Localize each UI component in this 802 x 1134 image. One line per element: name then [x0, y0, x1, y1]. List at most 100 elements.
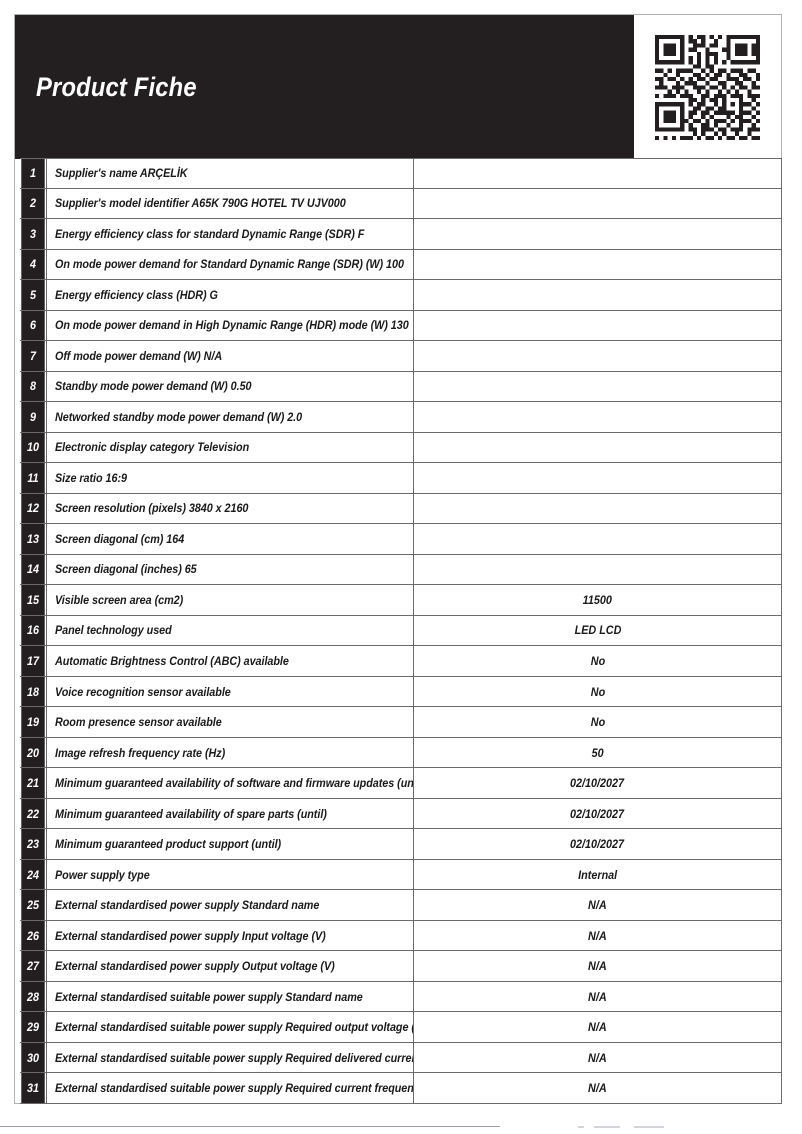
row-value-cell — [414, 159, 782, 188]
row-value-cell: 11500 — [414, 585, 782, 615]
row-value-cell — [414, 524, 782, 554]
row-value: N/A — [588, 928, 607, 943]
row-number: 24 — [21, 859, 45, 890]
row-value-cell: N/A — [414, 920, 782, 951]
document-header: Product Fiche — [15, 15, 781, 159]
qr-code-icon — [655, 34, 760, 140]
page-title: Product Fiche — [36, 71, 197, 102]
row-label: Off mode power demand (W) N/A — [55, 348, 223, 363]
table-row: 19 Room presence sensor available No — [20, 707, 782, 738]
row-number: 18 — [21, 676, 45, 707]
row-value-cell: N/A — [414, 1012, 782, 1042]
table-row: 11 Size ratio 16:9 — [20, 463, 782, 494]
table-row: 8 Standby mode power demand (W) 0.50 — [20, 371, 782, 403]
row-label: External standardised power supply Outpu… — [55, 959, 335, 974]
qr-code-panel — [633, 15, 781, 159]
row-number: 13 — [21, 524, 45, 554]
row-number: 30 — [21, 1042, 45, 1073]
table-row: 1 Supplier's name ARÇELİK — [20, 158, 782, 189]
row-label: Minimum guaranteed availability of softw… — [55, 776, 414, 791]
table-row: 6 On mode power demand in High Dynamic Ra… — [20, 310, 782, 342]
row-label: External standardised suitable power sup… — [55, 1020, 414, 1035]
table-row: 27 External standardised power supply Out… — [20, 951, 782, 982]
row-value-cell — [414, 280, 782, 310]
row-label-cell: External standardised suitable power sup… — [46, 1042, 414, 1073]
table-row: 18 Voice recognition sensor available No — [20, 676, 782, 708]
row-value: N/A — [588, 1020, 607, 1035]
row-value: N/A — [588, 959, 607, 974]
table-row: 26 External standardised power supply Inp… — [20, 920, 782, 952]
row-number: 1 — [21, 159, 45, 188]
table-row: 7 Off mode power demand (W) N/A — [20, 341, 782, 372]
row-label-cell: Electronic display category Television — [46, 432, 414, 463]
row-label: Panel technology used — [55, 623, 172, 638]
table-row: 30 External standardised suitable power s… — [20, 1042, 782, 1074]
row-value: N/A — [588, 1081, 607, 1096]
table-row: 16 Panel technology used LED LCD — [20, 615, 782, 647]
row-label-cell: Minimum guaranteed product support (unti… — [46, 829, 414, 859]
row-label-cell: Off mode power demand (W) N/A — [46, 341, 414, 371]
row-value-cell — [414, 463, 782, 493]
row-value-cell — [414, 554, 782, 585]
table-row: 29 External standardised suitable power s… — [20, 1012, 782, 1043]
row-value-cell — [414, 188, 782, 219]
row-label: Screen resolution (pixels) 3840 x 2160 — [55, 501, 249, 516]
row-value: 02/10/2027 — [570, 806, 625, 821]
row-value: 50 — [591, 745, 604, 760]
row-value-cell: N/A — [414, 1073, 782, 1103]
row-value-cell: 02/10/2027 — [414, 798, 782, 829]
row-label: Image refresh frequency rate (Hz) — [55, 745, 226, 760]
table-row: 13 Screen diagonal (cm) 164 — [20, 524, 782, 555]
row-label: Networked standby mode power demand (W) … — [55, 409, 303, 424]
row-label: Screen diagonal (cm) 164 — [55, 531, 185, 546]
row-label-cell: Screen diagonal (inches) 65 — [46, 554, 414, 585]
row-label: Minimum guaranteed availability of spare… — [55, 806, 327, 821]
row-label-cell: Automatic Brightness Control (ABC) avail… — [46, 646, 414, 676]
row-value: N/A — [588, 1050, 607, 1065]
row-value-cell — [414, 310, 782, 341]
row-value-cell — [414, 249, 782, 280]
row-value-cell: N/A — [414, 890, 782, 920]
row-label-cell: External standardised suitable power sup… — [46, 1073, 414, 1103]
page-edge-line — [0, 1126, 500, 1127]
row-value: No — [590, 654, 605, 668]
row-value-cell: LED LCD — [414, 615, 782, 646]
row-value: 02/10/2027 — [570, 837, 625, 852]
row-label: External standardised power supply Stand… — [55, 898, 320, 913]
row-label-cell: Power supply type — [46, 859, 414, 890]
row-label-cell: Minimum guaranteed availability of spare… — [46, 798, 414, 829]
table-row: 9 Networked standby mode power demand (W)… — [20, 402, 782, 433]
row-label-cell: On mode power demand in High Dynamic Ran… — [46, 310, 414, 341]
row-label-cell: External standardised power supply Stand… — [46, 890, 414, 920]
row-number: 6 — [21, 310, 45, 341]
row-number: 2 — [21, 188, 45, 219]
row-label-cell: External standardised suitable power sup… — [46, 981, 414, 1012]
row-label-cell: Image refresh frequency rate (Hz) — [46, 737, 414, 768]
row-label-cell: External standardised power supply Outpu… — [46, 951, 414, 981]
row-label: On mode power demand for Standard Dynami… — [55, 257, 404, 272]
table-row: 28 External standardised suitable power s… — [20, 981, 782, 1013]
row-value-cell — [414, 371, 782, 402]
table-row: 24 Power supply type Internal — [20, 859, 782, 891]
table-row: 25 External standardised power supply Sta… — [20, 890, 782, 921]
table-row: 22 Minimum guaranteed availability of spa… — [20, 798, 782, 830]
row-number: 22 — [21, 798, 45, 829]
row-number: 21 — [21, 768, 45, 798]
row-number: 28 — [21, 981, 45, 1012]
row-label: Size ratio 16:9 — [55, 470, 127, 485]
table-row: 14 Screen diagonal (inches) 65 — [20, 554, 782, 586]
row-label: Screen diagonal (inches) 65 — [55, 562, 197, 577]
row-number: 9 — [21, 402, 45, 432]
row-value-cell: 02/10/2027 — [414, 829, 782, 859]
table-row: 10 Electronic display category Television — [20, 432, 782, 464]
row-number: 20 — [21, 737, 45, 768]
row-number: 14 — [21, 554, 45, 585]
row-value: 11500 — [582, 592, 613, 607]
row-number: 29 — [21, 1012, 45, 1042]
row-number: 25 — [21, 890, 45, 920]
row-value: Internal — [577, 867, 618, 882]
row-value-cell: N/A — [414, 981, 782, 1012]
table-row: 23 Minimum guaranteed product support (un… — [20, 829, 782, 860]
row-label: Minimum guaranteed product support (unti… — [55, 837, 282, 852]
